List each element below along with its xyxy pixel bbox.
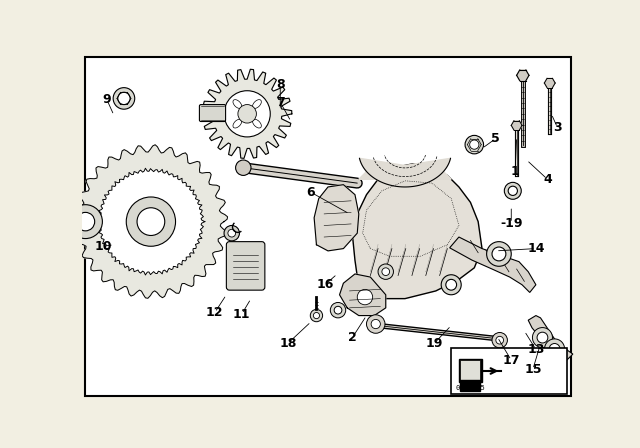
Text: -19: -19: [500, 217, 522, 230]
FancyBboxPatch shape: [459, 359, 482, 382]
FancyBboxPatch shape: [200, 104, 225, 121]
Circle shape: [367, 315, 385, 333]
Text: 10: 10: [95, 240, 112, 253]
Circle shape: [496, 336, 504, 344]
FancyBboxPatch shape: [84, 57, 572, 396]
Polygon shape: [353, 164, 482, 299]
Circle shape: [378, 264, 394, 280]
Ellipse shape: [253, 119, 261, 128]
Ellipse shape: [233, 99, 242, 108]
Polygon shape: [340, 274, 386, 315]
Circle shape: [465, 135, 484, 154]
Circle shape: [492, 247, 506, 261]
Circle shape: [334, 306, 342, 314]
Polygon shape: [545, 78, 555, 88]
Circle shape: [504, 182, 521, 199]
Text: 00_2695: 00_2695: [456, 385, 485, 391]
Polygon shape: [98, 168, 205, 275]
Circle shape: [470, 140, 479, 149]
Circle shape: [113, 88, 135, 109]
Text: 3: 3: [553, 121, 562, 134]
Circle shape: [238, 104, 257, 123]
Text: 6: 6: [307, 186, 316, 199]
Ellipse shape: [233, 119, 242, 128]
Circle shape: [371, 319, 380, 329]
FancyBboxPatch shape: [451, 348, 566, 394]
Polygon shape: [450, 237, 536, 293]
Polygon shape: [516, 70, 529, 81]
Circle shape: [446, 280, 456, 290]
Circle shape: [118, 92, 130, 104]
Text: 15: 15: [524, 363, 541, 376]
Circle shape: [224, 90, 270, 137]
Text: 14: 14: [527, 242, 545, 255]
Circle shape: [492, 332, 508, 348]
Circle shape: [532, 327, 552, 348]
Text: 11: 11: [233, 307, 250, 320]
Circle shape: [236, 160, 251, 176]
Circle shape: [545, 339, 564, 359]
Polygon shape: [359, 158, 451, 187]
Text: 16: 16: [316, 278, 333, 291]
Text: 13: 13: [527, 343, 545, 356]
Text: 5: 5: [492, 132, 500, 145]
Ellipse shape: [253, 99, 261, 108]
Circle shape: [310, 310, 323, 322]
Polygon shape: [202, 69, 292, 158]
Circle shape: [537, 332, 548, 343]
Circle shape: [330, 302, 346, 318]
Polygon shape: [74, 145, 228, 298]
Text: 18: 18: [279, 337, 297, 350]
Circle shape: [228, 229, 236, 237]
Polygon shape: [528, 315, 573, 360]
Circle shape: [357, 289, 372, 305]
Circle shape: [224, 225, 239, 241]
Circle shape: [126, 197, 175, 246]
Circle shape: [441, 275, 461, 295]
Circle shape: [549, 344, 560, 354]
FancyBboxPatch shape: [227, 241, 265, 290]
Text: 9: 9: [102, 94, 111, 107]
Text: 7: 7: [276, 96, 285, 109]
Polygon shape: [314, 185, 359, 251]
Text: 8: 8: [276, 78, 285, 91]
FancyBboxPatch shape: [460, 360, 481, 380]
Circle shape: [76, 212, 95, 231]
Circle shape: [137, 208, 164, 236]
Text: 17: 17: [502, 354, 520, 367]
Text: 19: 19: [426, 337, 443, 350]
Circle shape: [508, 186, 517, 195]
Circle shape: [382, 268, 390, 276]
Circle shape: [486, 241, 511, 266]
Text: 4: 4: [543, 173, 552, 186]
FancyBboxPatch shape: [460, 380, 481, 391]
Circle shape: [314, 313, 319, 319]
Text: 1: 1: [511, 165, 520, 178]
Polygon shape: [511, 121, 522, 130]
Text: 2: 2: [348, 331, 357, 344]
Text: 12: 12: [206, 306, 223, 319]
Circle shape: [68, 205, 102, 238]
